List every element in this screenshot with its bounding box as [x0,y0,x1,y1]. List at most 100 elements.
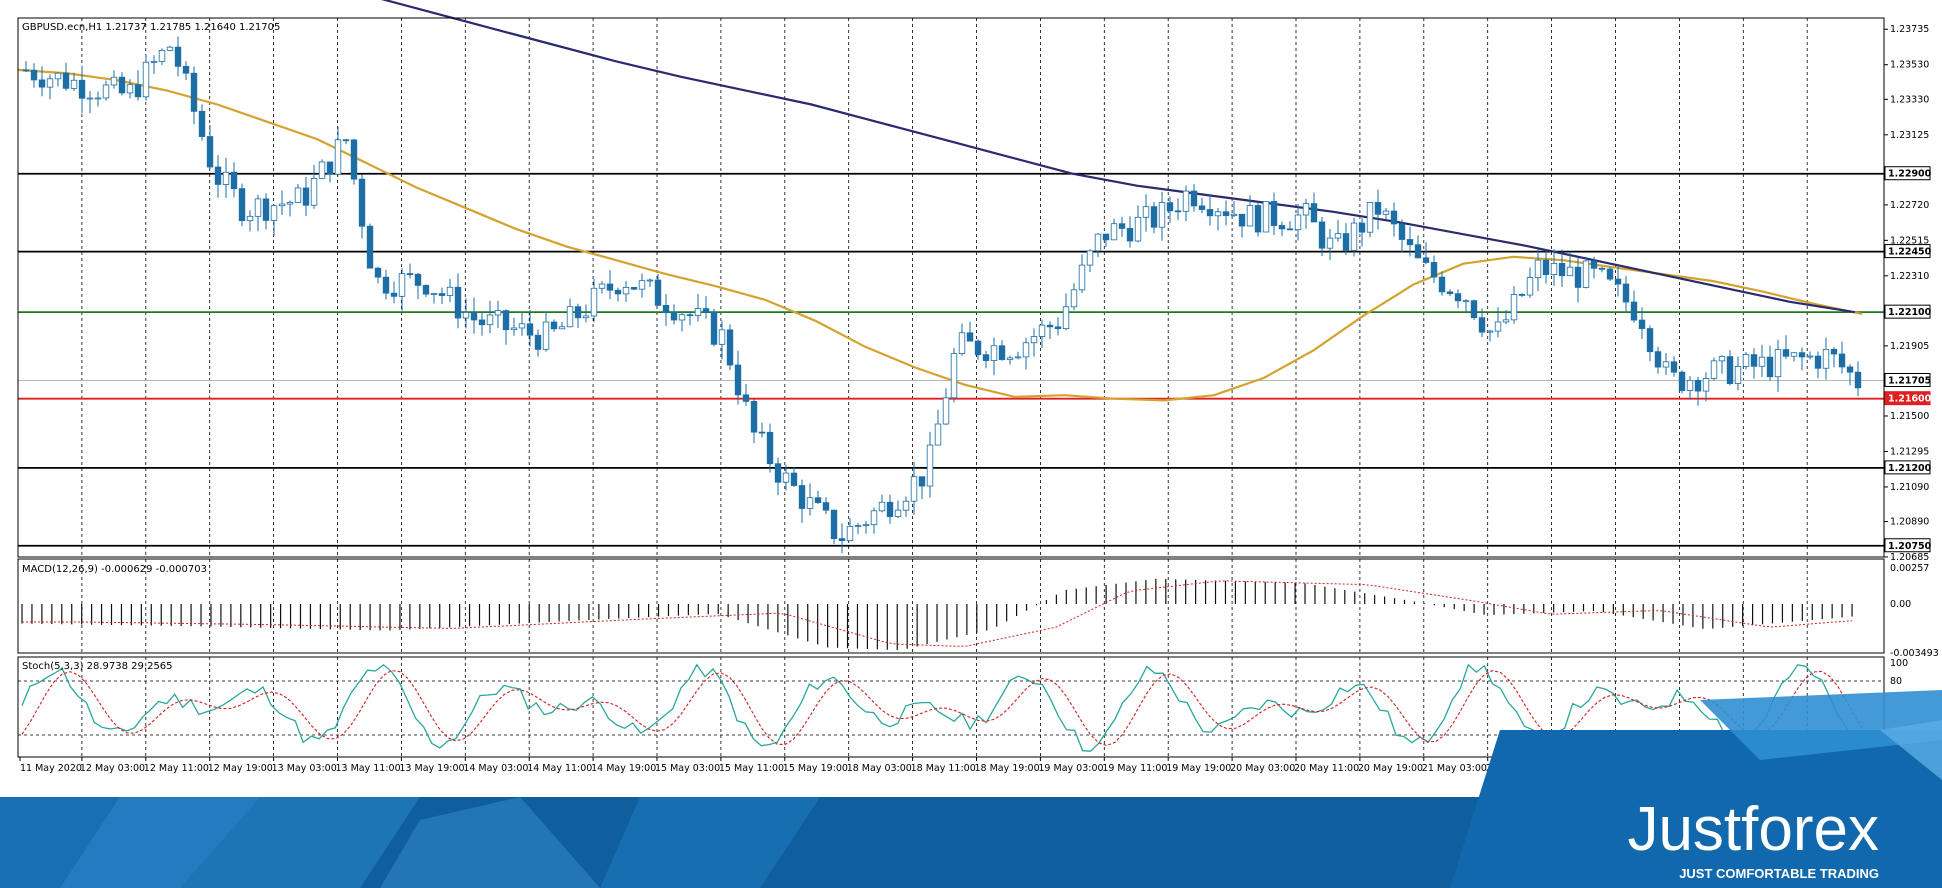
candle-bear [1255,206,1261,232]
candle-bear [735,365,741,395]
time-label: 20 May 19:00 [1358,763,1423,774]
price-tick-label: 1.23330 [1890,94,1929,105]
candle-bull [1759,357,1765,366]
candle-bull [151,61,157,62]
candle-bull [1463,301,1469,302]
candle-bull [599,284,605,288]
candle-bear [455,287,461,318]
candle-bear [351,140,357,179]
candle-bull [431,293,437,294]
level-label: 1.22450 [1888,247,1932,258]
candle-bear [1639,320,1645,328]
candle-bear [359,179,365,226]
candle-bull [1383,211,1389,214]
candle-bear [1799,353,1805,357]
candle-bear [423,285,429,294]
candle-bear [767,432,773,463]
price-tick-label: 1.23125 [1890,130,1929,141]
candle-bear [439,293,445,295]
candle-bear [1391,211,1397,224]
candle-bear [727,330,733,365]
candle-bull [1095,234,1101,251]
level-label: 1.22100 [1888,307,1932,318]
candle-bear [671,313,677,320]
candle-bear [79,80,85,98]
candle-bull [1687,380,1693,390]
time-label: 11 May 2020 [20,763,82,774]
panel-frame [18,559,1884,653]
candle-bear [1751,355,1757,367]
candle-bear [1855,372,1861,388]
candle-bear [391,293,397,296]
candle-bull [319,162,325,178]
brand-logo: Justforex [1627,795,1879,864]
time-label: 13 May 19:00 [399,763,464,774]
candle-bull [1551,263,1557,274]
candle-bear [1447,292,1453,294]
price-tick-label: 1.23735 [1890,24,1929,35]
time-label: 13 May 11:00 [336,763,401,774]
time-label: 18 May 11:00 [911,763,976,774]
candle-bull [951,354,957,398]
candle-bear [1471,301,1477,318]
candle-bull [1007,358,1013,360]
candle-bull [583,316,589,318]
horizontal-levels: 1.22900 1.22450 1.22100 1.21600 1.21200 1.207… [18,167,1932,552]
candle-bear [1191,191,1197,206]
candle-bear [383,277,389,293]
candle-bull [1503,320,1509,322]
candle-bear [839,539,845,541]
candle-bull [71,80,77,88]
candle-bull [447,287,453,295]
candle-bear [1239,214,1245,226]
candle-bull [1303,204,1309,215]
candle-bull [1367,202,1373,232]
candle-bull [1583,261,1589,287]
time-label: 13 May 03:00 [272,763,337,774]
candle-bull [111,77,117,85]
candle-bull [463,312,469,318]
candle-bear [1479,318,1485,332]
candle-bear [199,111,205,136]
candle-bull [879,502,885,511]
price-tick-label: 1.23530 [1890,60,1929,71]
candle-bear [615,290,621,294]
candle-bull [911,477,917,501]
candle-bull [47,79,53,87]
price-tick-label: 1.22720 [1890,200,1929,211]
time-label: 20 May 03:00 [1230,763,1295,774]
candle-bear [575,307,581,318]
candle-bear [527,324,533,335]
candle-bear [1543,260,1549,274]
candle-bear [1671,362,1677,372]
candle-bull [1135,217,1141,241]
candle-bull [1263,201,1269,232]
candle-bear [1287,229,1293,230]
candle-bear [1679,372,1685,390]
candle-bear [1319,222,1325,248]
candle-bull [1719,357,1725,361]
candle-bear [327,162,333,174]
candle-bear [1599,268,1605,269]
candle-bear [479,320,485,325]
candle-bear [1127,228,1133,241]
candle-bull [495,311,501,315]
time-label: 15 May 19:00 [783,763,848,774]
candle-bull [143,62,149,97]
candle-bear [1839,354,1845,367]
candle-bull [1111,224,1117,240]
candle-bull [591,288,597,316]
candle-bear [63,73,69,88]
time-label: 19 May 03:00 [1038,763,1103,774]
banner-shape [60,797,420,888]
candle-bull [1711,361,1717,379]
candle-bear [119,77,125,93]
candle-bear [1151,207,1157,228]
candle-bull [1215,212,1221,216]
candle-bear [1455,294,1461,301]
candle-bull [847,527,853,541]
candle-bull [871,511,877,525]
candle-bull [287,202,293,204]
candle-bull [87,98,93,99]
